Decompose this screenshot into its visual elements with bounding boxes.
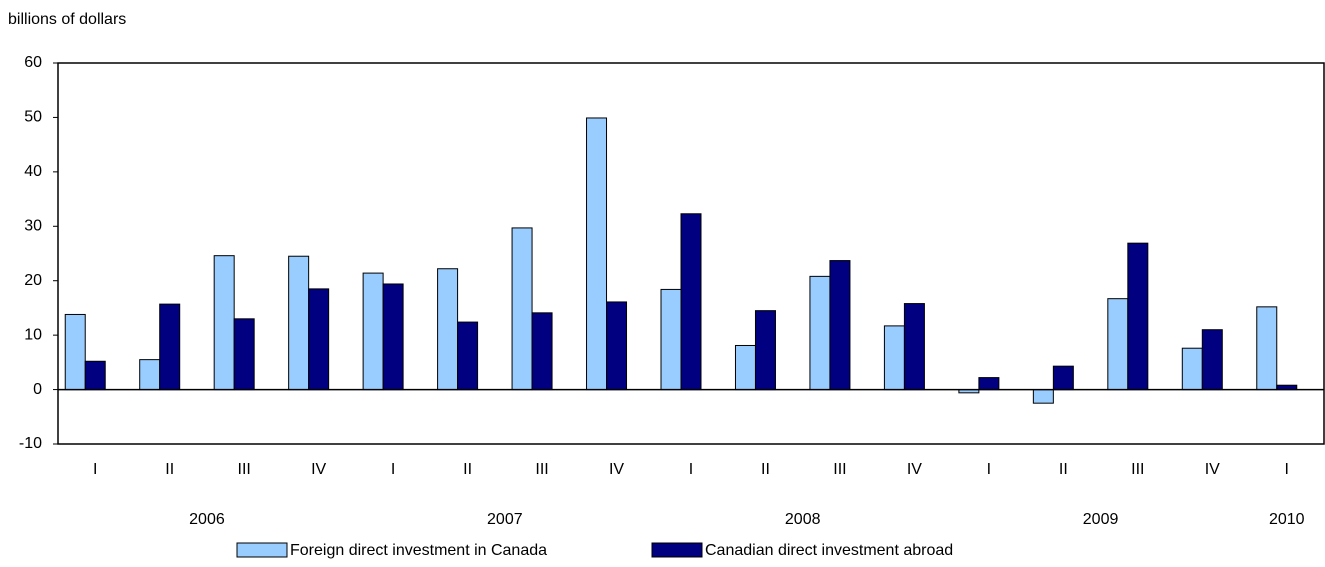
x-group-label: 2006 (189, 511, 225, 528)
bar (883, 325, 905, 391)
legend-swatch (651, 542, 703, 558)
bar (139, 359, 161, 391)
y-tick-label: 10 (24, 326, 42, 343)
x-tick-label: IV (907, 461, 922, 478)
x-tick-label: III (238, 461, 251, 478)
x-tick-label: IV (609, 461, 624, 478)
x-tick-label: IV (1205, 461, 1220, 478)
x-tick-label: III (535, 461, 548, 478)
bar (1256, 306, 1278, 391)
bar (1107, 298, 1129, 391)
bar (531, 312, 553, 391)
y-tick-label: 50 (24, 109, 42, 126)
bar (660, 288, 682, 391)
bar (288, 255, 310, 391)
bar (680, 213, 702, 391)
x-tick-label: III (833, 461, 846, 478)
x-tick-label: II (761, 461, 770, 478)
bar (1032, 389, 1054, 404)
bar (1181, 347, 1203, 391)
bar (362, 272, 384, 391)
bar (1201, 329, 1223, 391)
legend-swatch (236, 542, 288, 558)
x-group-label: 2008 (785, 511, 821, 528)
y-tick-label: 20 (24, 272, 42, 289)
x-tick-label: I (391, 461, 395, 478)
bar (64, 313, 86, 391)
bar (586, 117, 608, 391)
bar (382, 283, 404, 391)
x-tick-label: I (689, 461, 693, 478)
y-tick-label: -10 (19, 435, 42, 452)
legend-label: Canadian direct investment abroad (705, 542, 953, 559)
bar (213, 255, 235, 391)
bar (1052, 365, 1074, 391)
bar (1127, 242, 1149, 391)
bar (809, 275, 831, 391)
x-tick-label: II (1059, 461, 1068, 478)
bar (903, 303, 925, 391)
bar (734, 344, 756, 391)
bar (159, 303, 181, 391)
y-tick-label: 0 (33, 381, 42, 398)
x-tick-label: I (93, 461, 97, 478)
x-tick-label: III (1131, 461, 1144, 478)
bar (829, 260, 851, 391)
y-tick-label: 30 (24, 218, 42, 235)
bar (978, 377, 1000, 391)
x-group-label: 2007 (487, 511, 523, 528)
bar (233, 318, 255, 391)
x-tick-label: I (1285, 461, 1289, 478)
x-tick-label: II (463, 461, 472, 478)
bar (511, 227, 533, 391)
bar (308, 288, 330, 391)
x-group-label: 2010 (1269, 511, 1305, 528)
plot-frame (57, 62, 1325, 445)
x-group-label: 2009 (1083, 511, 1119, 528)
x-tick-label: IV (311, 461, 326, 478)
bar (84, 360, 106, 391)
bar (457, 321, 479, 391)
x-tick-label: II (165, 461, 174, 478)
bar (606, 301, 628, 391)
y-axis-label: billions of dollars (8, 11, 126, 28)
bar (437, 268, 459, 391)
y-tick-label: 40 (24, 163, 42, 180)
legend-label: Foreign direct investment in Canada (290, 542, 547, 559)
x-tick-label: I (987, 461, 991, 478)
bar (754, 310, 776, 391)
y-tick-label: 60 (24, 54, 42, 71)
